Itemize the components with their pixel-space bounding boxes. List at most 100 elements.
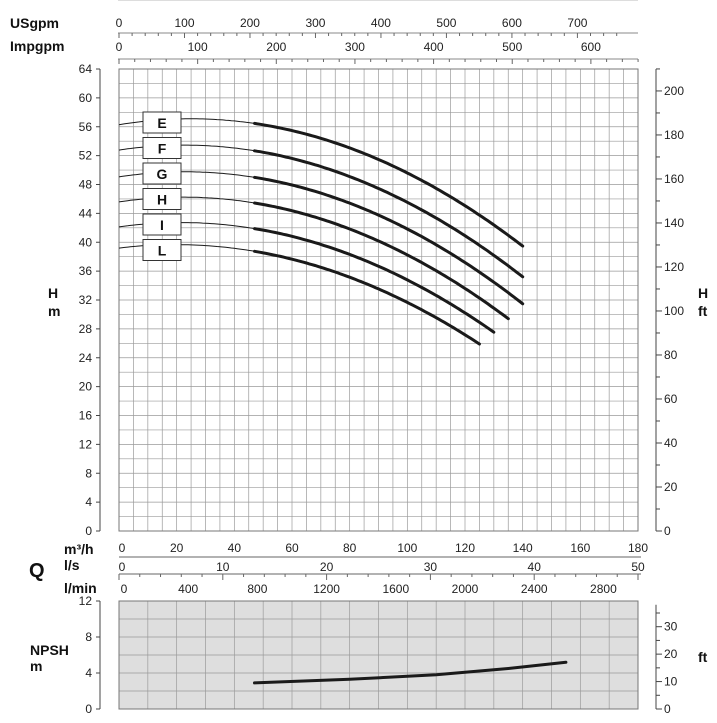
head-y-tick-label: 44 — [79, 206, 93, 220]
head-y2-tick-label: 120 — [664, 260, 684, 274]
head-plot-frame — [118, 68, 639, 532]
curve-label-F: F — [158, 141, 167, 157]
curve-L-start — [118, 244, 255, 252]
usgpm-tick-label: 400 — [371, 16, 391, 30]
curve-E-start — [118, 118, 255, 126]
npsh-plot-frame — [118, 600, 639, 710]
m3h-tick-label: 160 — [570, 541, 590, 555]
npsh-y-tick-label: 8 — [85, 630, 92, 644]
impgpm-label: Impgpm — [10, 38, 64, 54]
curve-G-start — [118, 171, 255, 178]
head-y-tick-label: 52 — [79, 149, 93, 163]
head-left-unit-m: m — [48, 303, 60, 319]
head-y2-tick-label: 20 — [664, 480, 678, 494]
usgpm-tick-label: 600 — [502, 16, 522, 30]
ls-tick-label: 10 — [216, 560, 230, 574]
curve-label-box-L — [142, 239, 182, 261]
lmin-tick-label: 1600 — [382, 582, 409, 596]
curve-F — [253, 149, 525, 279]
lmin-tick-label: 2000 — [452, 582, 479, 596]
head-y-tick-label: 12 — [79, 437, 93, 451]
npsh-curve — [253, 660, 568, 685]
head-y2-tick-label: 0 — [664, 524, 671, 538]
usgpm-label: USgpm — [10, 15, 59, 31]
impgpm-tick-label: 600 — [581, 40, 601, 54]
head-y2-tick-label: 80 — [664, 348, 678, 362]
q-flow-scales: 0 20 40 60 80 100 120 140 160 180 0 10 20 30 40 50 0 400 8… — [118, 541, 648, 596]
head-y2-tick-label: 60 — [664, 392, 678, 406]
head-y2-tick-label: 100 — [664, 304, 684, 318]
usgpm-tick-label: 100 — [174, 16, 194, 30]
curve-G — [253, 175, 525, 306]
impgpm-tick-label: 200 — [266, 40, 286, 54]
curve-label-box-I — [142, 213, 182, 236]
ls-tick-label: 50 — [631, 560, 645, 574]
head-y-tick-label: 8 — [85, 466, 92, 480]
m3h-tick-label: 40 — [228, 541, 242, 555]
head-y2-tick-label: 200 — [664, 84, 684, 98]
curve-label-box-G — [142, 162, 182, 185]
curve-H — [253, 201, 510, 321]
head-y-tick-label: 36 — [79, 264, 93, 278]
curve-E — [253, 121, 525, 248]
npsh-y-tick-label: 0 — [85, 702, 92, 716]
head-y-tick-label: 40 — [79, 235, 93, 249]
head-y-tick-label: 60 — [79, 91, 93, 105]
head-y-tick-label: 64 — [79, 62, 93, 76]
head-y-tick-label: 16 — [79, 409, 93, 423]
m3h-tick-label: 20 — [170, 541, 184, 555]
curve-label-L: L — [158, 243, 167, 259]
usgpm-tick-label: 300 — [305, 16, 325, 30]
impgpm-tick-label: 100 — [188, 40, 208, 54]
head-right-unit-ft: ft — [698, 303, 708, 319]
ls-tick-label: 30 — [424, 560, 438, 574]
curve-H-start — [118, 196, 255, 204]
npsh-right-unit-ft: ft — [698, 649, 708, 665]
head-y-tick-label: 4 — [85, 495, 92, 509]
m3h-tick-label: 120 — [455, 541, 475, 555]
lmin-tick-label: 2800 — [590, 582, 617, 596]
curve-label-box-F — [142, 137, 182, 159]
npsh-y2-tick-label: 10 — [664, 675, 678, 689]
curve-L — [253, 249, 481, 346]
lmin-tick-label: 800 — [247, 582, 267, 596]
lmin-tick-label: 0 — [121, 582, 128, 596]
head-y-tick-label: 56 — [79, 120, 93, 134]
lmin-tick-label: 1200 — [313, 582, 340, 596]
curve-I — [253, 227, 496, 334]
m3h-label: m³/h — [64, 541, 94, 557]
head-y2-tick-label: 140 — [664, 216, 684, 230]
npsh-left-unit-m: m — [30, 658, 42, 674]
m3h-tick-label: 80 — [343, 541, 357, 555]
ls-tick-label: 20 — [320, 560, 334, 574]
head-y2-tick-label: 160 — [664, 172, 684, 186]
head-y-tick-label: 28 — [79, 322, 93, 336]
usgpm-tick-label: 500 — [436, 16, 456, 30]
ls-tick-label: 40 — [528, 560, 542, 574]
npsh-chart-panel: 0 4 8 12 0 10 20 30 — [79, 594, 678, 716]
impgpm-tick-label: 300 — [345, 40, 365, 54]
m3h-tick-label: 0 — [119, 541, 126, 555]
head-y2-tick-label: 40 — [664, 436, 678, 450]
top-flow-scales: USgpm 0 100 200 300 400 500 600 700 Impgpm 0 100 200… — [10, 0, 639, 64]
lmin-label: l/min — [64, 580, 97, 596]
npsh-y-tick-label: 4 — [85, 666, 92, 680]
npsh-y2-tick-label: 0 — [664, 702, 671, 716]
lmin-tick-label: 2400 — [521, 582, 548, 596]
head-y-tick-label: 32 — [79, 293, 93, 307]
npsh-y2-tick-label: 30 — [664, 620, 678, 634]
curve-F-start — [118, 144, 255, 152]
m3h-tick-label: 60 — [285, 541, 299, 555]
q-label: Q — [29, 560, 45, 582]
head-y-tick-label: 48 — [79, 178, 93, 192]
ls-tick-label: 0 — [119, 560, 126, 574]
usgpm-tick-label: 0 — [116, 16, 123, 30]
usgpm-tick-label: 200 — [240, 16, 260, 30]
head-y-tick-label: 20 — [79, 380, 93, 394]
head-left-unit-h: H — [48, 285, 58, 301]
impgpm-tick-label: 0 — [116, 40, 123, 54]
ls-label: l/s — [64, 557, 80, 573]
head-y-tick-label: 0 — [85, 524, 92, 538]
